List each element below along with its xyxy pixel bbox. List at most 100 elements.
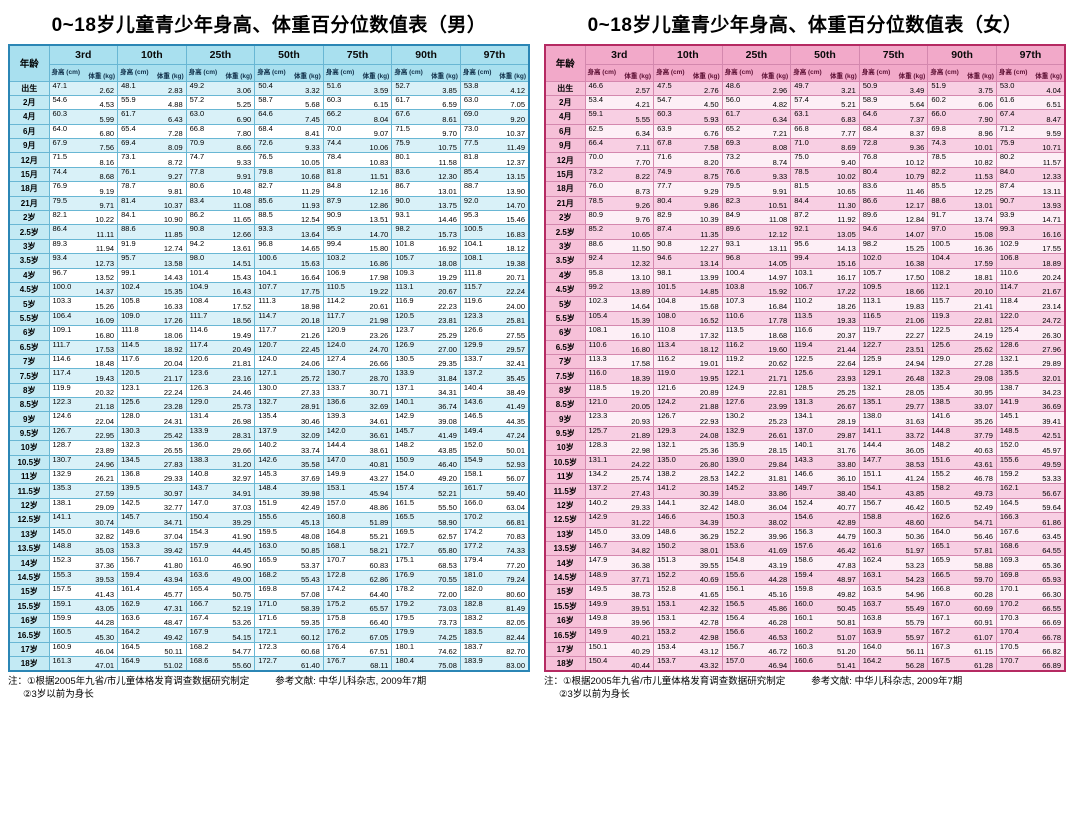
value-cell: 48.6 2.96 <box>721 80 792 96</box>
height-value: 101.8 <box>395 238 415 248</box>
table-row: 7.5岁 117.4 19.43 120.5 21.17 123.6 23.16 127.1 2… <box>8 368 530 384</box>
value-cell: 73.1 8.72 <box>117 152 187 168</box>
height-value: 159.2 <box>999 469 1019 479</box>
height-value: 79.5 <box>52 195 68 205</box>
weight-value: 17.26 <box>163 316 183 326</box>
weight-value: 24.94 <box>905 359 925 369</box>
value-cell: 154.1 43.85 <box>858 483 929 499</box>
height-value: 158.6 <box>794 555 813 565</box>
value-cell: 148.9 37.71 <box>584 569 655 586</box>
weight-value: 16.86 <box>369 258 389 268</box>
weight-value: 67.51 <box>369 647 389 657</box>
value-cell: 179.9 74.25 <box>391 627 461 643</box>
value-cell: 98.2 15.25 <box>858 238 929 255</box>
weight-value: 51.20 <box>836 647 856 657</box>
weight-value: 42.49 <box>300 503 320 513</box>
table-row: 7岁 113.3 17.58 116.2 19.01 119.2 20.62 122.5 22.… <box>544 353 1066 370</box>
measure-subheader: 身高 (cm) 体重 (kg) <box>117 63 187 82</box>
weight-value: 7.58 <box>704 143 719 153</box>
height-value: 111.7 <box>52 339 71 349</box>
height-value: 169.3 <box>999 555 1019 565</box>
value-cell: 95.9 14.70 <box>322 224 393 240</box>
value-cell: 120.5 21.17 <box>117 368 187 384</box>
weight-value: 50.11 <box>164 647 183 657</box>
height-value: 100.4 <box>725 267 745 277</box>
height-value: 64.0 <box>52 123 68 133</box>
weight-value: 8.08 <box>772 143 788 153</box>
height-value: 141.9 <box>999 397 1019 407</box>
weight-value: 12.74 <box>163 244 183 254</box>
weight-value: 62.86 <box>369 575 389 585</box>
weight-value: 10.65 <box>836 186 856 196</box>
value-cell: 160.5 45.30 <box>48 627 119 643</box>
height-value: 125.6 <box>794 368 813 378</box>
height-value: 129.0 <box>931 353 951 363</box>
value-cell: 154.8 43.19 <box>721 555 792 571</box>
weight-value: 13.64 <box>300 229 320 239</box>
height-value: 76.6 <box>725 166 741 176</box>
value-cell: 166.8 60.28 <box>927 584 997 600</box>
weight-value: 46.40 <box>438 460 457 470</box>
weight-value: 12.86 <box>369 201 389 211</box>
value-cell: 144.4 38.61 <box>322 440 393 456</box>
weight-value: 36.10 <box>836 474 856 484</box>
value-cell: 130.2 25.23 <box>721 411 792 427</box>
weight-value: 20.71 <box>506 272 525 282</box>
value-cell: 106.9 17.98 <box>322 267 393 283</box>
table-row: 18岁 150.4 40.44 153.7 43.32 157.0 46.94 160.6 51… <box>544 656 1066 672</box>
weight-value: 12.66 <box>232 229 252 239</box>
weight-value: 20.49 <box>232 344 252 354</box>
value-cell: 69.3 8.08 <box>721 138 792 154</box>
weight-value: 6.34 <box>772 114 788 124</box>
height-value: 110.2 <box>794 296 813 306</box>
value-cell: 172.8 62.86 <box>322 569 393 586</box>
weight-value: 22.81 <box>768 388 788 398</box>
weight-label: 体重 (kg) <box>898 72 926 80</box>
age-cell: 10.5岁 <box>8 454 50 471</box>
height-value: 100.5 <box>931 238 951 248</box>
weight-value: 61.15 <box>974 647 993 657</box>
weight-value: 9.81 <box>168 186 183 196</box>
height-value: 111.8 <box>121 325 139 335</box>
female-growth-table: 年龄 3rd 10th 25th 50th 75th 90th 97th 身高 (cm) 体重 (… <box>544 44 1066 673</box>
table-row: 13岁 145.0 32.82 149.6 37.04 154.3 41.90 159.5 48… <box>8 526 530 543</box>
value-cell: 146.7 34.82 <box>584 540 655 557</box>
table-row: 5.5岁 105.4 15.39 108.0 16.52 110.6 17.78 113.5 1… <box>544 310 1066 327</box>
height-value: 161.7 <box>463 483 483 493</box>
height-value: 105.8 <box>121 296 140 306</box>
weight-value: 26.80 <box>699 460 719 470</box>
value-cell: 137.2 35.45 <box>459 368 530 384</box>
weight-value: 39.98 <box>300 488 320 498</box>
value-cell: 71.2 9.59 <box>995 123 1066 140</box>
table-row: 14.5岁 148.9 37.71 152.2 40.69 155.6 44.28 159.4… <box>544 569 1066 586</box>
height-value: 74.4 <box>52 166 68 176</box>
value-cell: 132.7 28.91 <box>254 397 324 413</box>
weight-value: 28.70 <box>369 373 389 383</box>
weight-value: 33.80 <box>836 460 856 470</box>
weight-value: 13.11 <box>768 244 788 254</box>
weight-value: 66.30 <box>1042 589 1061 599</box>
height-value: 82.9 <box>657 210 672 220</box>
value-cell: 80.2 11.57 <box>995 152 1066 168</box>
value-cell: 70.9 8.66 <box>185 138 256 154</box>
value-cell: 66.2 8.04 <box>322 109 393 125</box>
height-value: 183.7 <box>463 641 483 651</box>
value-cell: 178.2 72.00 <box>391 584 461 600</box>
weight-value: 10.12 <box>905 157 925 167</box>
weight-value: 15.43 <box>232 272 252 282</box>
age-cell: 13岁 <box>8 526 50 543</box>
weight-value: 9.91 <box>236 172 252 182</box>
height-value: 124.2 <box>657 397 676 407</box>
height-value: 153.7 <box>657 656 676 666</box>
value-cell: 130.7 28.70 <box>322 368 393 384</box>
value-cell: 125.6 25.62 <box>927 339 997 355</box>
weight-value: 18.12 <box>699 344 719 354</box>
weight-value: 61.28 <box>974 661 993 671</box>
value-cell: 145.3 37.69 <box>254 469 324 485</box>
height-value: 137.2 <box>463 368 483 378</box>
height-value: 168.2 <box>189 641 209 651</box>
weight-value: 47.31 <box>163 603 183 613</box>
percentile-header: 25th <box>185 44 256 65</box>
value-cell: 101.8 16.92 <box>391 238 461 255</box>
table-row: 12月 70.0 7.70 71.6 8.20 73.2 8.74 75.0 9.40 76.8 1… <box>544 152 1066 168</box>
